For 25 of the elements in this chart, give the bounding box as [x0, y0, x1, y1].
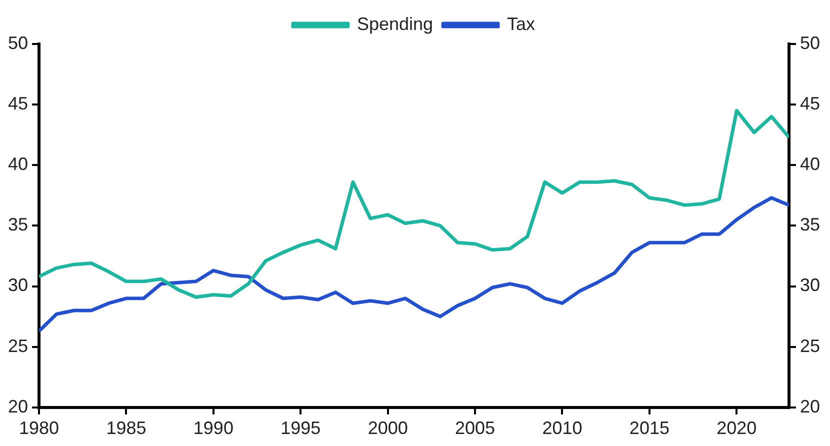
y-tick-label: 50 — [8, 32, 28, 53]
y2-tick-label: 50 — [800, 32, 820, 53]
y-tick-label: 40 — [8, 154, 28, 174]
x-tick-label: 1980 — [19, 418, 60, 438]
y-tick-label: 45 — [8, 94, 28, 114]
x-tick-label: 2020 — [716, 418, 757, 438]
y2-tick-label: 45 — [800, 94, 820, 114]
x-tick-label: 1995 — [280, 418, 321, 438]
y2-tick-label: 35 — [800, 214, 820, 235]
y2-tick-label: 40 — [800, 154, 820, 174]
x-tick-label: 2000 — [368, 418, 408, 438]
x-tick-label: 2010 — [542, 418, 582, 438]
y2-tick-label: 20 — [800, 396, 820, 416]
legend-label: Tax — [507, 14, 536, 34]
x-tick-label: 2015 — [629, 418, 670, 438]
y2-tick-label: 25 — [800, 336, 820, 356]
y-tick-label: 20 — [8, 396, 28, 416]
x-tick-label: 2005 — [455, 418, 496, 438]
legend-label: Spending — [356, 14, 434, 34]
x-tick-label: 1990 — [193, 418, 234, 438]
y-tick-label: 30 — [8, 275, 28, 296]
x-tick-label: 1985 — [106, 418, 146, 438]
y-tick-label: 25 — [8, 336, 28, 356]
y-tick-label: 35 — [8, 214, 28, 235]
y2-tick-label: 30 — [800, 275, 820, 296]
